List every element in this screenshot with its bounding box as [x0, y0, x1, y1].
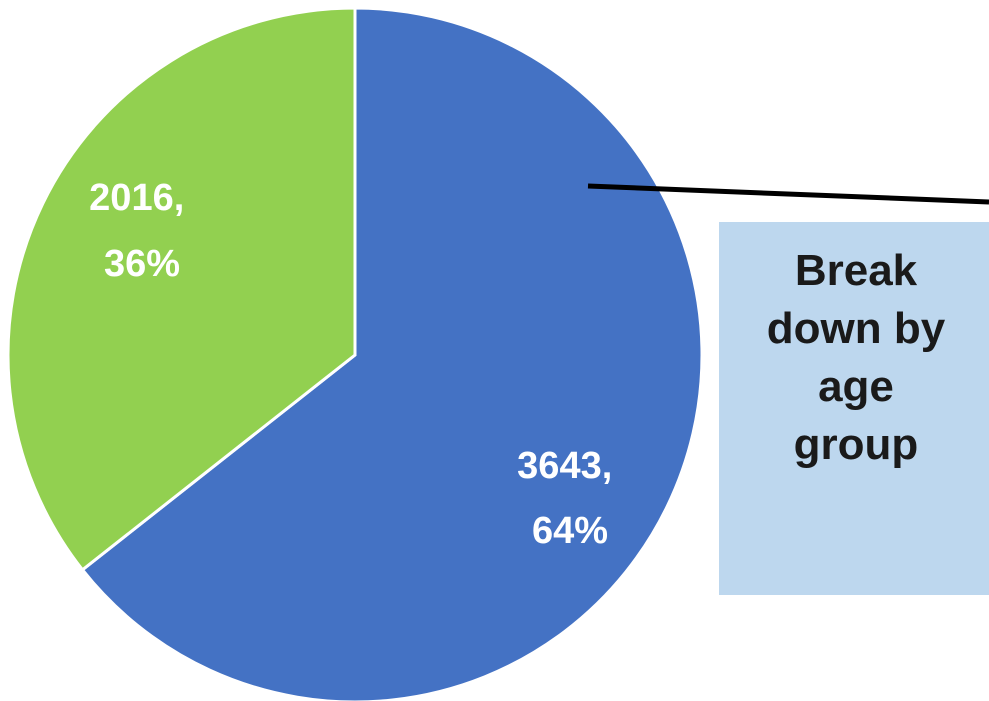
callout-line-3: age — [818, 362, 894, 411]
pie-slice-2[interactable] — [6, 6, 357, 572]
data-label-slice-2-percent: 36% — [104, 243, 180, 285]
data-label-slice-2: 2016, 36% — [89, 177, 195, 285]
breakdown-callout[interactable]: Break down by age group — [719, 222, 989, 595]
pie-data-labels: 3643, 64% 2016, 36% — [89, 177, 623, 552]
data-label-slice-1: 3643, 64% — [517, 445, 623, 552]
callout-line-1: Break — [794, 246, 918, 295]
pie-slices — [6, 6, 704, 701]
data-label-slice-2-value: 2016, — [89, 177, 184, 219]
pie-slice-1[interactable] — [80, 6, 704, 701]
callout-line-2: down by — [766, 304, 946, 353]
callout-connector-line — [587, 183, 989, 205]
callout-line-4: group — [793, 420, 919, 469]
data-label-slice-1-percent: 64% — [532, 510, 608, 552]
data-label-slice-1-value: 3643, — [517, 445, 612, 487]
